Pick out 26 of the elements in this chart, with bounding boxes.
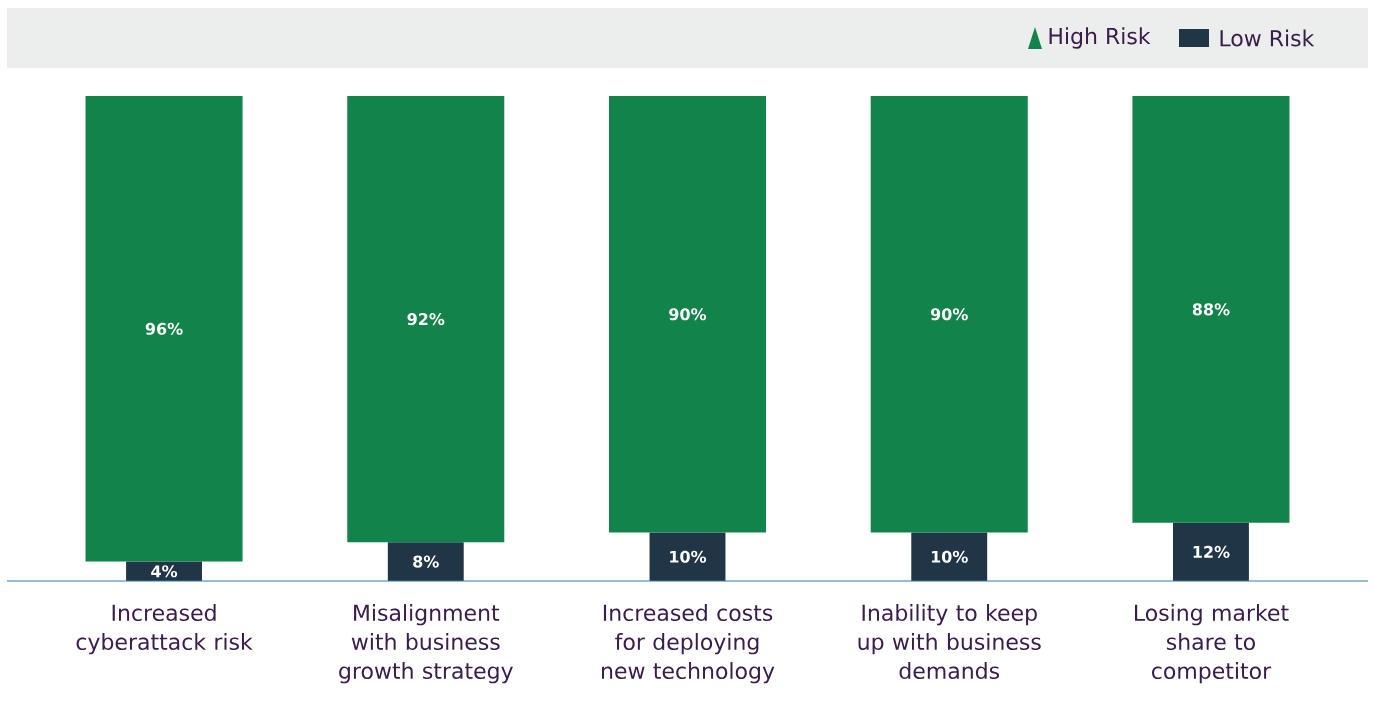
bar (870, 96, 1028, 533)
legend-label: Low Risk (1220, 29, 1315, 47)
bar (911, 532, 988, 581)
data-label: 10% (931, 550, 968, 563)
bar (85, 96, 243, 562)
x-tick-label: Losing market share to competitor (1135, 604, 1289, 684)
x-tick-label: Misalignment with business growth strategy (339, 604, 513, 684)
data-label: 4% (151, 565, 178, 578)
data-label: 90% (669, 308, 707, 321)
bar (649, 532, 726, 581)
x-tick-label: Increased costs for deploying new technology (602, 604, 775, 684)
x-tick-label: Inability to keep up with business demands (858, 604, 1041, 680)
legend-label: High Risk (1049, 27, 1151, 49)
bar (608, 96, 767, 533)
data-label: 92% (407, 313, 445, 326)
data-label: 12% (1193, 545, 1230, 558)
bar (1173, 522, 1249, 581)
x-tick-label: Increased cyberattack risk (76, 604, 253, 655)
data-label: 10% (670, 550, 707, 563)
data-label: 90% (930, 308, 968, 321)
bar (347, 96, 505, 543)
bar (387, 542, 464, 581)
data-label: 96% (145, 322, 183, 335)
bar (1132, 96, 1290, 523)
data-label: 8% (413, 555, 439, 568)
data-label: 88% (1192, 303, 1230, 316)
